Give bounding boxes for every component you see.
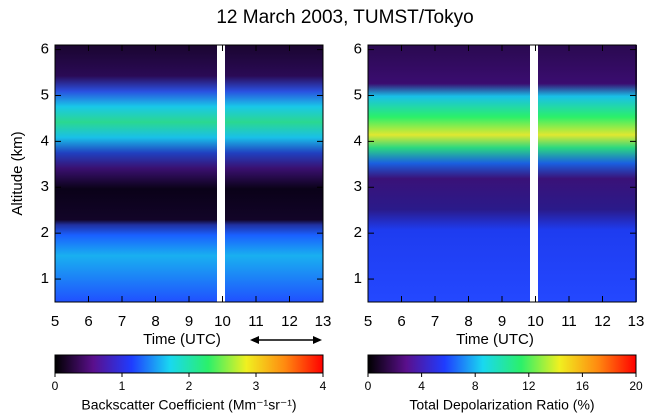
x-axis-label: Time (UTC) [456, 331, 534, 348]
x-axis-label: Time (UTC) [143, 331, 221, 348]
colorbar-tick-label: 4 [320, 379, 327, 393]
colorbar-tick-label: 1 [119, 379, 126, 393]
colorbar [54, 354, 324, 374]
x-tick-label: 6 [397, 313, 405, 330]
x-tick-label: 10 [527, 313, 544, 330]
colorbar-tick-label: 0 [52, 379, 59, 393]
x-tick-label: 8 [151, 313, 159, 330]
y-tick-label: 5 [41, 86, 49, 103]
y-tick-label: 2 [41, 224, 49, 241]
y-tick-label: 2 [354, 224, 362, 241]
y-tick-label: 4 [41, 132, 49, 149]
heatmap-image [55, 45, 323, 302]
x-tick-label: 7 [118, 313, 126, 330]
y-tick-label: 6 [354, 41, 362, 58]
x-tick-label: 11 [561, 313, 577, 330]
x-tick-label: 9 [185, 313, 193, 330]
y-tick-label: 1 [354, 270, 362, 287]
colorbar-tick-label: 0 [365, 379, 372, 393]
colorbar-tick-label: 3 [253, 379, 260, 393]
y-tick-label: 3 [354, 178, 362, 195]
colorbar-tick-label: 12 [522, 379, 536, 393]
y-tick-label: 1 [41, 270, 49, 287]
y-axis-label: Altitude (km) [9, 131, 26, 215]
y-tick-label: 5 [354, 86, 362, 103]
x-tick-label: 13 [315, 313, 332, 330]
colorbar-label: Backscatter Coefficient (Mm⁻¹sr⁻¹) [81, 397, 296, 413]
colorbar-tick-label: 4 [418, 379, 425, 393]
data-gap [217, 45, 225, 302]
x-tick-label: 10 [214, 313, 231, 330]
x-tick-label: 5 [364, 313, 372, 330]
x-tick-label: 12 [281, 313, 298, 330]
colorbar-tick-label: 20 [629, 379, 643, 393]
colorbar [367, 354, 637, 374]
colorbar-label: Total Depolarization Ratio (%) [409, 397, 594, 413]
x-tick-label: 11 [248, 313, 264, 330]
x-tick-label: 6 [84, 313, 92, 330]
x-tick-label: 8 [464, 313, 472, 330]
y-tick-label: 4 [354, 132, 362, 149]
data-gap [530, 45, 538, 302]
y-tick-label: 3 [41, 178, 49, 195]
figure-title: 12 March 2003, TUMST/Tokyo [216, 7, 473, 28]
period-arrow [250, 336, 322, 344]
heatmap-image [368, 45, 637, 302]
x-tick-label: 12 [594, 313, 611, 330]
colorbar-tick-label: 16 [576, 379, 590, 393]
x-tick-label: 7 [431, 313, 439, 330]
x-tick-label: 5 [51, 313, 59, 330]
colorbar-tick-label: 8 [472, 379, 479, 393]
x-tick-label: 9 [498, 313, 506, 330]
colorbar-tick-label: 2 [186, 379, 193, 393]
y-tick-label: 6 [41, 41, 49, 58]
x-tick-label: 13 [628, 313, 645, 330]
